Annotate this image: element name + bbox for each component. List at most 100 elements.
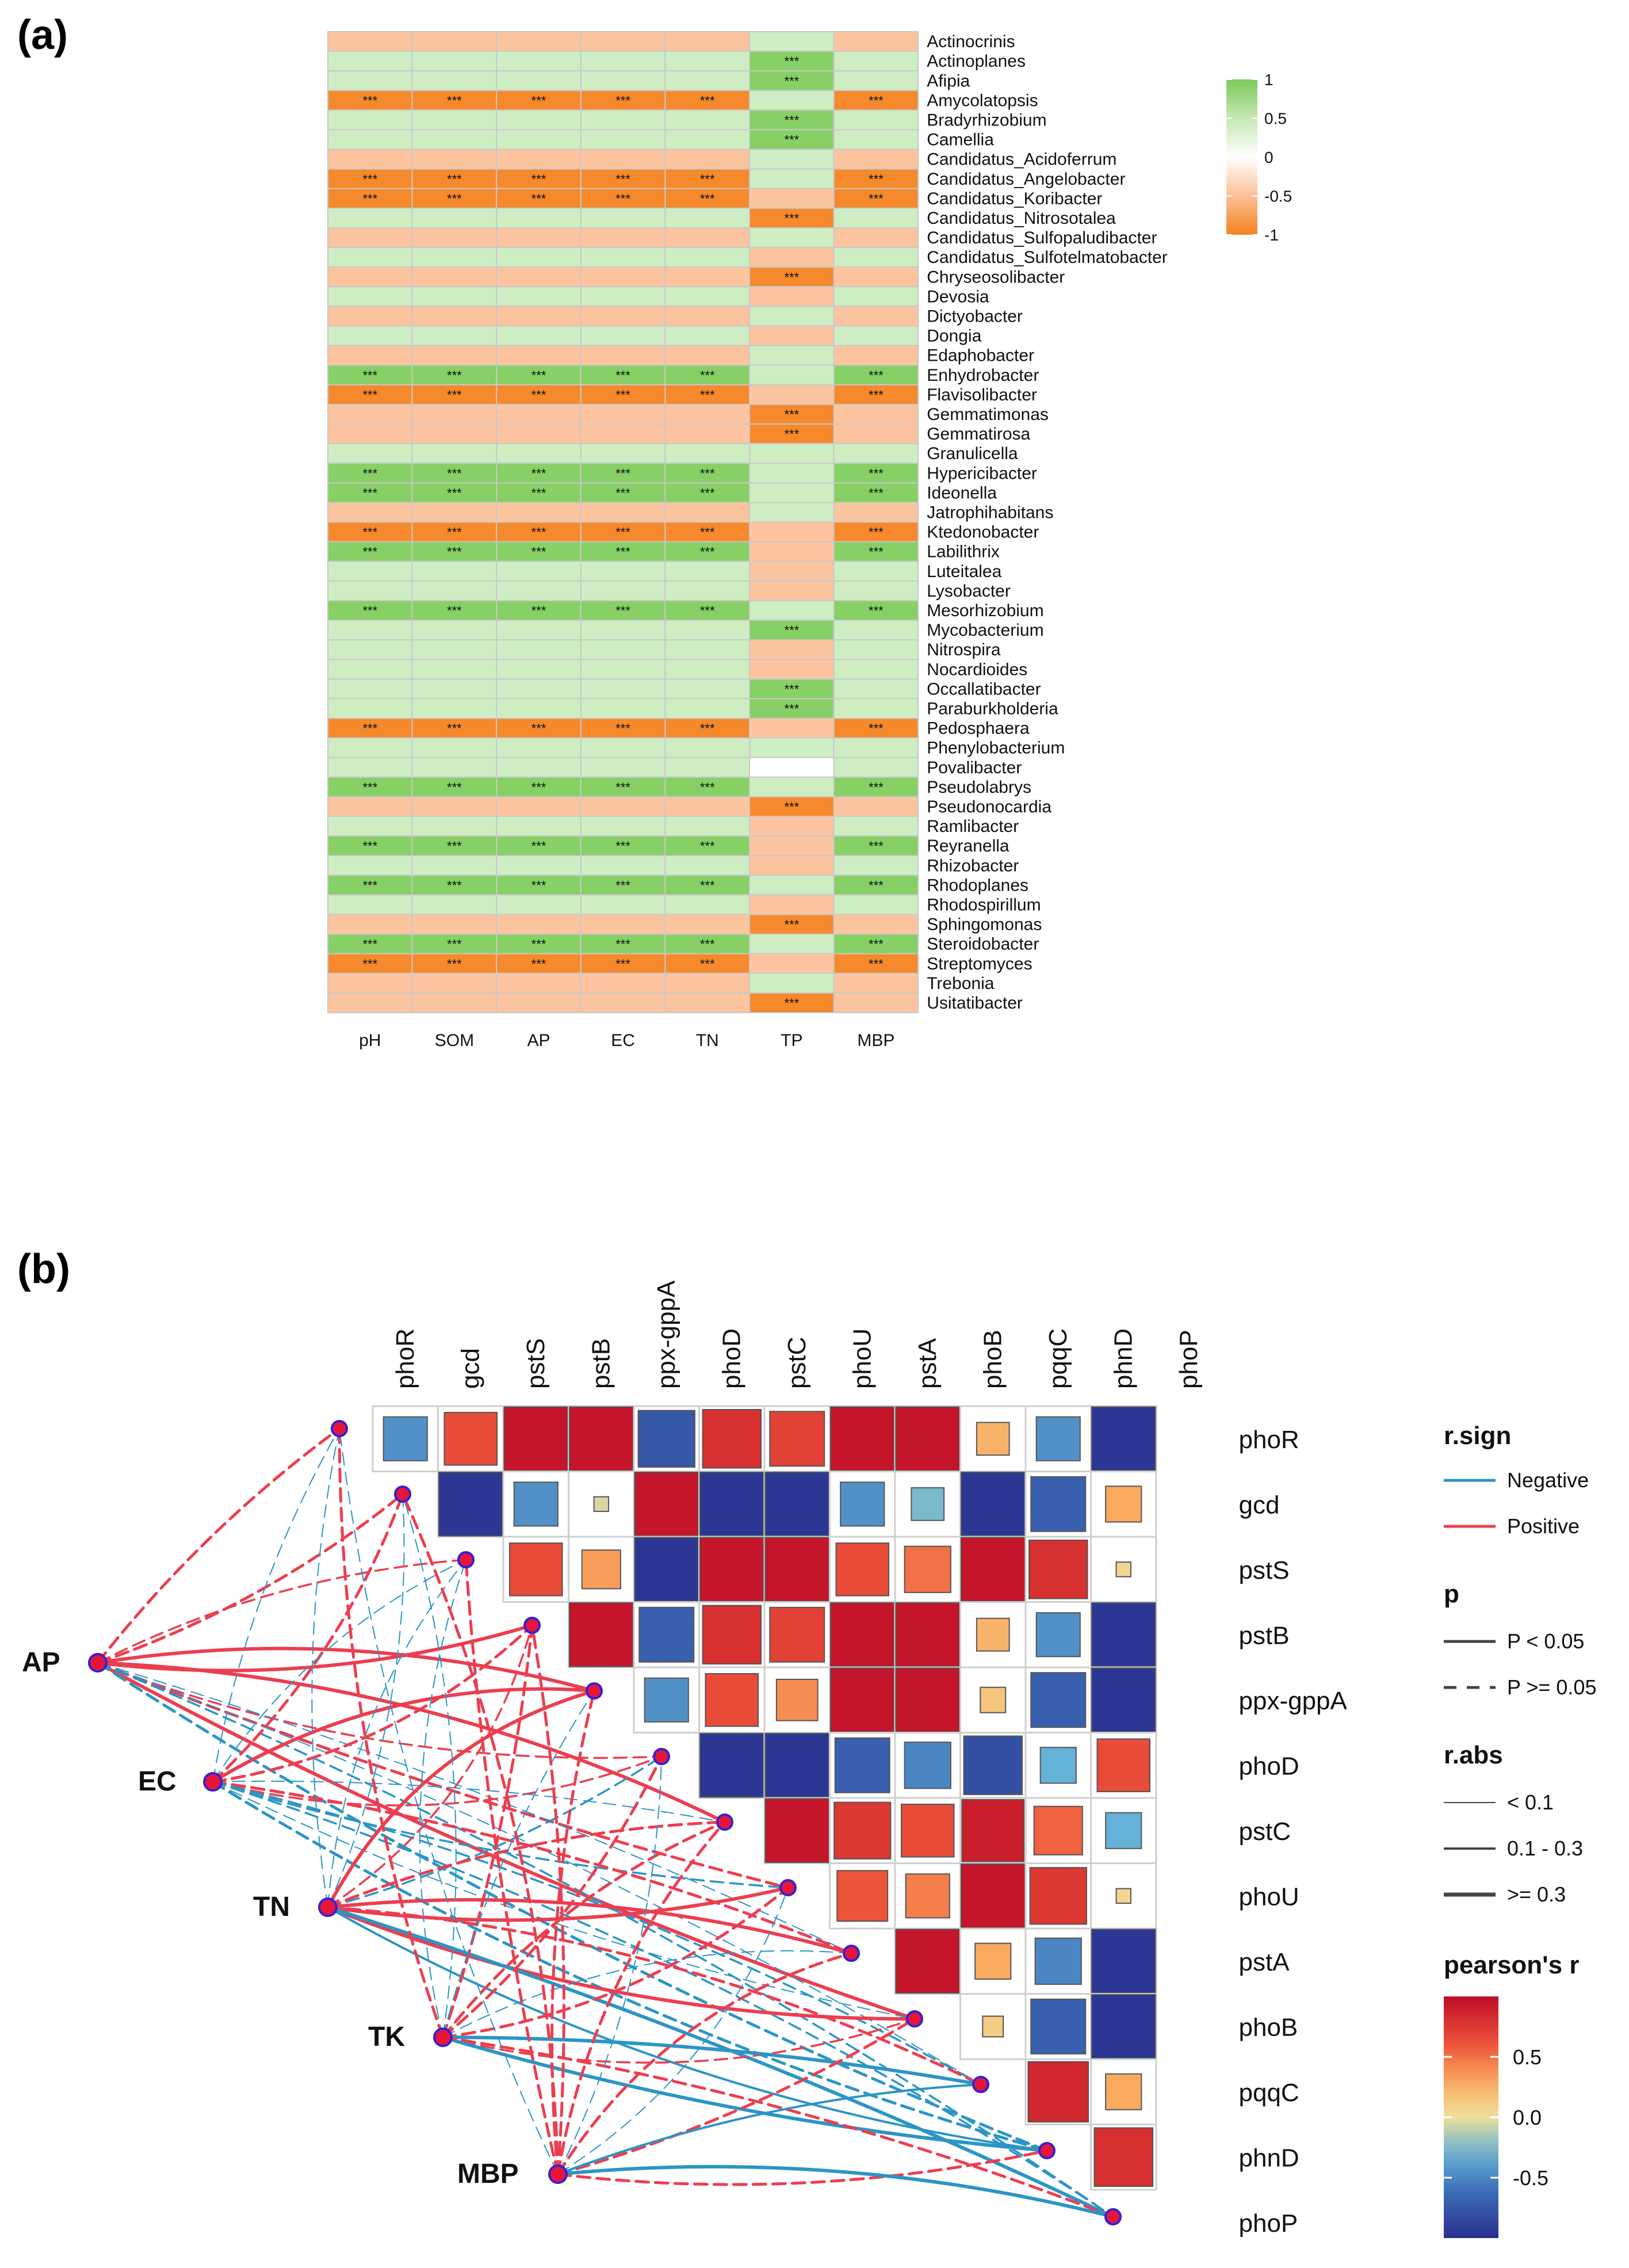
heatmap-cell [580,423,666,445]
matrix-right-label: pstA [1239,1948,1290,1976]
heatmap-cell [327,933,413,954]
heatmap-cell [833,207,919,228]
heatmap-cell [411,894,498,915]
heatmap-cell [833,796,919,818]
matrix-top-label: phoD [717,1328,745,1389]
heatmap-cell [833,914,919,935]
legend-rsign-label: Positive [1507,1514,1580,1538]
significance-mark: *** [531,780,546,795]
heatmap-cell [496,286,582,307]
heatmap-row-label: Ramlibacter [927,817,1019,836]
heatmap-cell [580,698,666,719]
heatmap-cell [833,953,919,974]
heatmap-cell [664,168,751,189]
heatmap-cell [833,266,919,288]
heatmap-cell [580,286,666,307]
heatmap-cell [833,737,919,758]
heatmap-cell [327,502,413,523]
heatmap-cell [749,463,835,484]
heatmap-cell [580,816,666,837]
heatmap-cell [749,443,835,464]
gene-anchor-node [1104,2208,1122,2225]
heatmap-row-label: Mesorhizobium [927,601,1043,620]
heatmap-row-label: Jatrophihabitans [927,503,1053,522]
matrix-right-label: phoP [1239,2209,1298,2238]
heatmap-cell [833,502,919,523]
network-edge [212,1559,466,1782]
heatmap-cell [580,266,666,288]
significance-mark: *** [784,682,799,696]
heatmap-column-label: MBP [857,1031,894,1050]
matrix-top-label: pqqC [1044,1328,1072,1389]
heatmap-cell [496,31,582,52]
heatmap-cell [411,109,498,131]
heatmap-cell [496,207,582,228]
heatmap-row-label: Steroidobacter [927,935,1039,954]
matrix-cell-square [980,1686,1007,1713]
legend-rabs-label: < 0.1 [1507,1790,1554,1814]
heatmap-cell [833,403,919,425]
heatmap-cell [749,31,835,52]
network-edge [557,1756,662,2175]
heatmap-cell [580,148,666,170]
matrix-top-label: gcd [456,1348,484,1389]
heatmap-cell [411,816,498,837]
heatmap-column-label: EC [611,1031,635,1050]
heatmap-cell [411,639,498,660]
heatmap-cell [833,443,919,464]
matrix-cell-square [702,1408,762,1469]
heatmap-cell [833,306,919,327]
heatmap-row-label: Chryseosolibacter [927,268,1065,287]
matrix-cell-square [702,1605,762,1665]
significance-mark: *** [869,466,884,480]
heatmap-cell [411,129,498,150]
heatmap-cell [580,639,666,660]
heatmap-cell [411,51,498,72]
matrix-cell-square [769,1411,825,1467]
heatmap-row-label: Occallatibacter [927,679,1041,698]
heatmap-cell [327,247,413,268]
heatmap-cell [664,855,751,876]
heatmap-row-label: Rhodospirillum [927,895,1041,914]
significance-mark: *** [447,604,462,618]
heatmap-cell [664,816,751,837]
matrix-cell-square [513,1482,559,1527]
heatmap-cell [749,521,835,543]
heatmap-cell [580,933,666,954]
heatmap-cell [833,757,919,778]
network-edge [96,1647,596,1693]
gene-anchor-node [906,2010,923,2028]
heatmap-cell [749,306,835,327]
significance-mark: *** [362,368,377,383]
matrix-cell-square [383,1416,428,1461]
colorbar-tick-label: 1 [1264,71,1274,89]
matrix-right-label: pstS [1239,1556,1290,1584]
heatmap-cell [749,894,835,915]
heatmap-cell [411,972,498,994]
network-edge [550,1689,596,2176]
env-node [318,1897,338,1917]
significance-mark: *** [700,93,715,108]
heatmap-cell [496,109,582,131]
matrix-cell-square [634,1537,699,1602]
heatmap-row-label: Devosia [927,287,989,306]
heatmap-row-label: Afipia [927,71,970,90]
env-node [548,2164,568,2184]
heatmap-row-label: Enhydrobacter [927,366,1039,385]
heatmap-cell [749,168,835,189]
significance-mark: *** [447,937,462,952]
heatmap-cell [749,384,835,405]
heatmap-cell [749,659,835,680]
heatmap-row-label: Hypericibacter [927,464,1037,483]
heatmap-cell [833,51,919,72]
significance-mark: *** [869,93,884,108]
heatmap-cell [664,325,751,346]
heatmap-cell [833,423,919,445]
heatmap-cell [327,129,413,150]
matrix-cell-square [829,1406,895,1472]
significance-mark: *** [531,486,546,500]
matrix-cell-square [976,1422,1010,1456]
heatmap-row-label: Rhizobacter [927,856,1019,875]
matrix-cell-square [1035,1416,1081,1461]
matrix-cell-square [503,1406,569,1472]
